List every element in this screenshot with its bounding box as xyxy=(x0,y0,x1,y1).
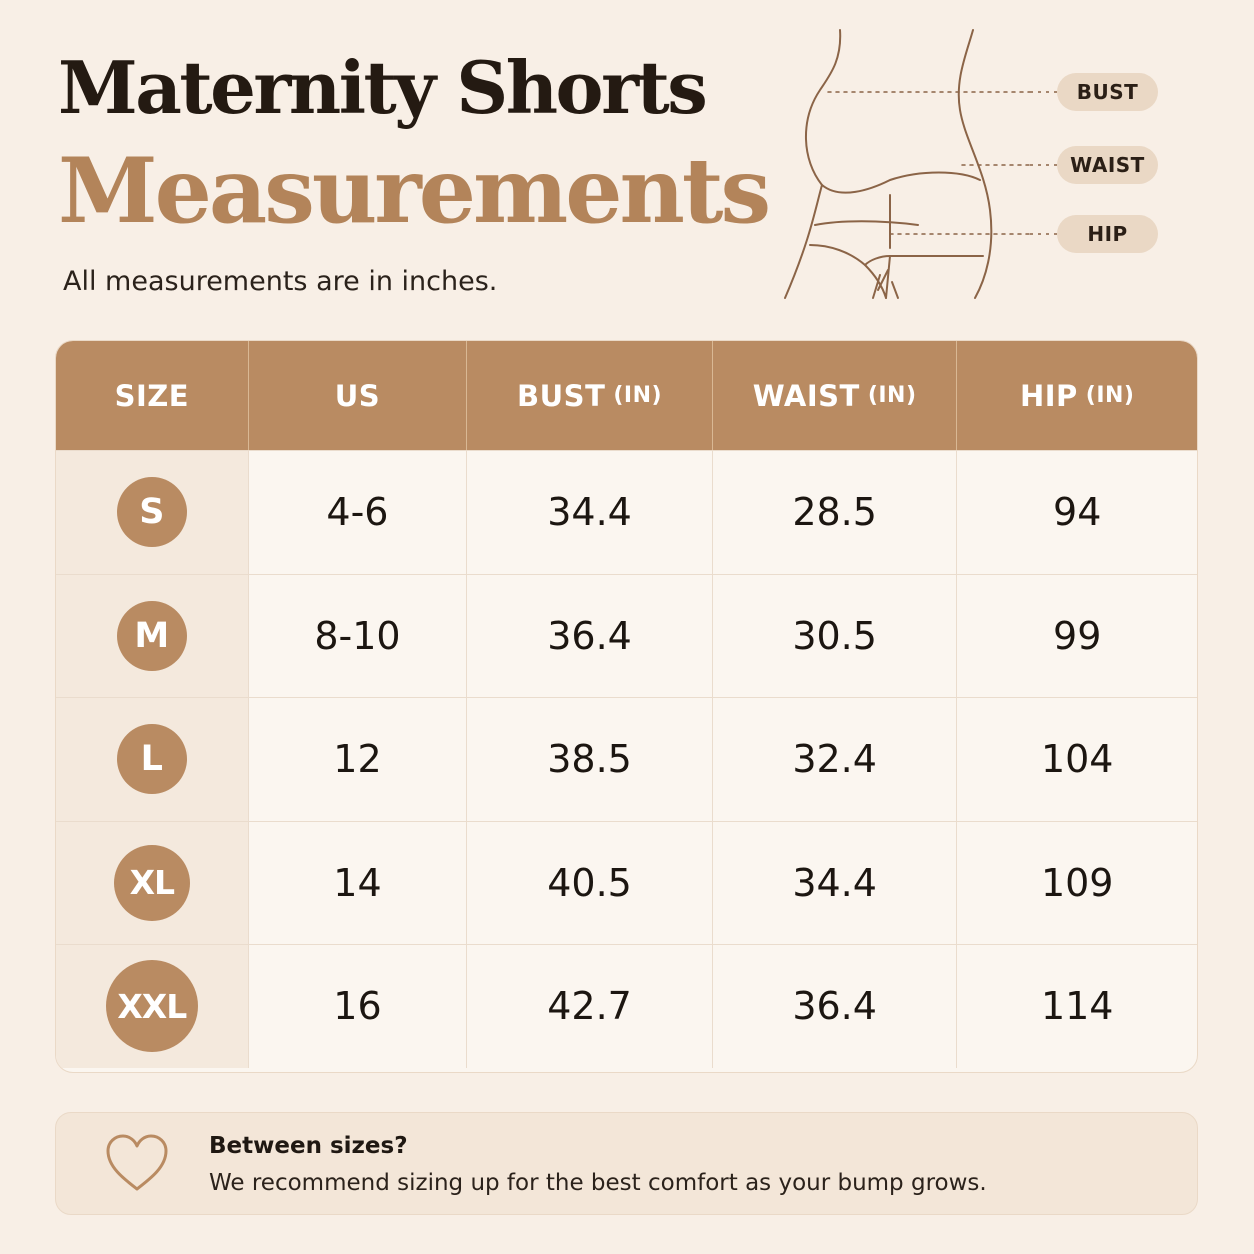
size-cell: XL xyxy=(56,821,249,944)
units-note: All measurements are in inches. xyxy=(63,266,498,297)
size-badge: XL xyxy=(113,844,190,921)
header-waist: WAIST (IN) xyxy=(713,341,958,450)
heart-icon xyxy=(106,1134,168,1191)
size-badge: M xyxy=(116,600,187,671)
waist-cell: 28.5 xyxy=(713,451,958,574)
header-hip: HIP (IN) xyxy=(957,341,1197,450)
us-cell: 12 xyxy=(249,698,468,821)
size-badge: S xyxy=(116,477,187,548)
size-badge: L xyxy=(116,724,187,795)
measure-lines xyxy=(1030,91,1057,235)
between-sizes-question: Between sizes? xyxy=(209,1133,408,1159)
header-unit: (IN) xyxy=(1085,383,1135,408)
title-line-1: Maternity Shorts xyxy=(58,45,708,130)
us-cell: 16 xyxy=(249,945,468,1068)
header-size: SIZE xyxy=(56,341,249,450)
waist-label-pill: WAIST xyxy=(1057,146,1158,184)
header-label: SIZE xyxy=(114,378,190,413)
header-label: US xyxy=(334,378,381,413)
table-row: M 8-10 36.4 30.5 99 xyxy=(56,573,1197,697)
bust-cell: 38.5 xyxy=(467,698,713,821)
us-cell: 8-10 xyxy=(249,574,468,697)
table-row: XL 14 40.5 34.4 109 xyxy=(56,820,1197,944)
hip-label-pill: HIP xyxy=(1057,215,1158,253)
bust-cell: 36.4 xyxy=(467,574,713,697)
header-unit: (IN) xyxy=(867,383,917,408)
waist-cell: 36.4 xyxy=(713,945,958,1068)
table-header-row: SIZE US BUST (IN) WAIST (IN) HIP (IN) xyxy=(56,341,1197,450)
header-unit: (IN) xyxy=(613,383,663,408)
header-label: HIP xyxy=(1019,378,1078,413)
header-bust: BUST (IN) xyxy=(467,341,713,450)
hip-cell: 99 xyxy=(1053,613,1102,658)
title-line-2: Measurements xyxy=(58,138,771,244)
size-cell: XXL xyxy=(56,945,249,1068)
waist-cell: 32.4 xyxy=(713,698,958,821)
us-cell: 14 xyxy=(249,821,468,944)
hip-cell: 104 xyxy=(1040,737,1114,782)
hip-cell: 109 xyxy=(1040,860,1114,905)
hip-cell: 94 xyxy=(1053,490,1102,535)
waist-cell: 30.5 xyxy=(713,574,958,697)
header-label: WAIST xyxy=(752,378,860,413)
size-chart-table: SIZE US BUST (IN) WAIST (IN) HIP (IN) S 4-6… xyxy=(55,340,1198,1073)
size-badge: XXL xyxy=(105,960,198,1053)
waist-cell: 34.4 xyxy=(713,821,958,944)
header-us: US xyxy=(249,341,468,450)
bust-label-pill: BUST xyxy=(1057,73,1158,111)
us-cell: 4-6 xyxy=(249,451,468,574)
sizing-recommendation: We recommend sizing up for the best comf… xyxy=(209,1170,987,1196)
hip-cell: 114 xyxy=(1040,984,1114,1029)
bust-cell: 34.4 xyxy=(467,451,713,574)
bust-cell: 42.7 xyxy=(467,945,713,1068)
size-cell: L xyxy=(56,698,249,821)
table-row: S 4-6 34.4 28.5 94 xyxy=(56,450,1197,574)
sizing-tip-banner: Between sizes? We recommend sizing up fo… xyxy=(55,1112,1198,1215)
body-silhouette-illustration xyxy=(784,29,1030,299)
table-row: L 12 38.5 32.4 104 xyxy=(56,697,1197,821)
size-cell: S xyxy=(56,451,249,574)
header-label: BUST xyxy=(517,378,606,413)
size-cell: M xyxy=(56,574,249,697)
table-row: XXL 16 42.7 36.4 114 xyxy=(56,944,1197,1068)
bust-cell: 40.5 xyxy=(467,821,713,944)
